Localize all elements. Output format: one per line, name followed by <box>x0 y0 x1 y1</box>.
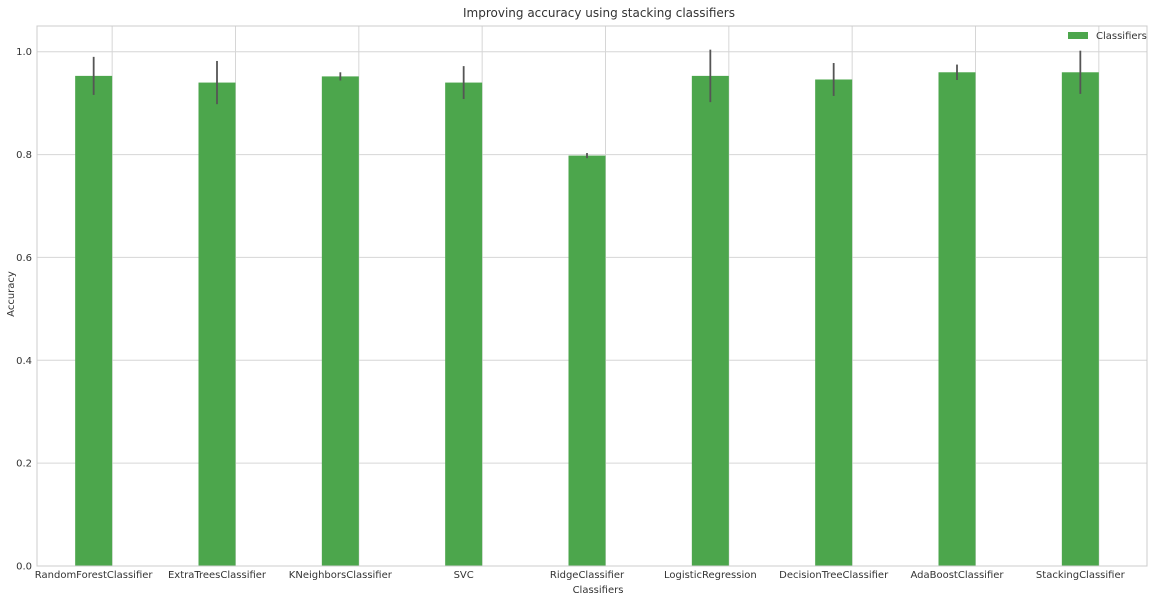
bar <box>568 155 606 566</box>
x-tick-labels: RandomForestClassifier ExtraTreesClassifi… <box>35 570 1126 581</box>
x-tick-label: DecisionTreeClassifier <box>779 570 889 581</box>
bar <box>691 75 729 566</box>
bar <box>321 76 359 567</box>
y-axis-title: Accuracy <box>6 271 17 317</box>
x-tick-label: SVC <box>454 570 474 581</box>
x-tick-label: StackingClassifier <box>1036 570 1126 581</box>
bar <box>75 75 113 566</box>
y-tick-label: 0.6 <box>16 253 32 264</box>
y-tick-label: 1.0 <box>16 47 32 58</box>
x-tick-label: AdaBoostClassifier <box>910 570 1004 581</box>
plot-frame <box>36 25 1148 567</box>
x-tick-label: ExtraTreesClassifier <box>168 570 267 581</box>
error-bars <box>92 49 1082 159</box>
x-axis-title: Classifiers <box>573 585 624 596</box>
bar <box>445 82 483 567</box>
bar <box>1061 72 1099 567</box>
chart-title: Improving accuracy using stacking classi… <box>463 6 735 20</box>
y-tick-labels: 0.0 0.2 0.4 0.6 0.8 1.0 <box>16 47 32 572</box>
y-tick-label: 0.4 <box>16 356 32 367</box>
legend-label: Classifiers <box>1096 31 1147 42</box>
legend: Classifiers <box>1068 31 1147 42</box>
y-tick-label: 0.8 <box>16 150 32 161</box>
x-tick-label: RidgeClassifier <box>550 570 625 581</box>
legend-swatch <box>1068 32 1088 39</box>
bar <box>938 72 976 567</box>
bar <box>815 79 853 566</box>
x-tick-label: RandomForestClassifier <box>35 570 154 581</box>
x-tick-label: LogisticRegression <box>664 570 757 581</box>
y-tick-label: 0.0 <box>16 562 32 573</box>
y-tick-label: 0.2 <box>16 459 32 470</box>
bars <box>75 72 1099 567</box>
x-tick-label: KNeighborsClassifier <box>289 570 393 581</box>
bar <box>198 82 236 567</box>
